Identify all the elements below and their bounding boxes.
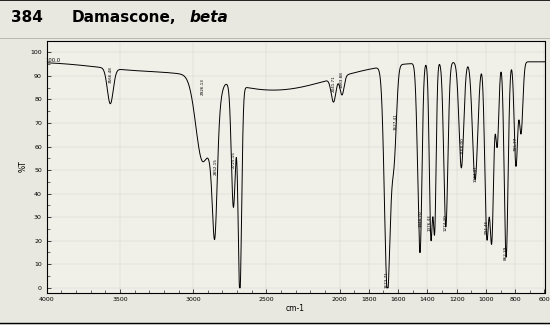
- Text: 2926.13: 2926.13: [201, 78, 205, 95]
- Text: 2725.15: 2725.15: [232, 151, 235, 168]
- X-axis label: cm-1: cm-1: [286, 304, 305, 313]
- Text: 100.0: 100.0: [45, 58, 60, 63]
- Text: 3566.48: 3566.48: [108, 66, 112, 83]
- Text: 994.46: 994.46: [485, 219, 489, 234]
- Y-axis label: %T: %T: [19, 161, 28, 173]
- Text: 1673.71: 1673.71: [384, 271, 388, 288]
- Text: 2041.71: 2041.71: [332, 76, 336, 92]
- Text: 384: 384: [11, 10, 43, 25]
- Text: beta: beta: [190, 10, 228, 25]
- Text: 2852.15: 2852.15: [214, 158, 218, 175]
- Text: 862.39: 862.39: [503, 245, 507, 260]
- Text: 1274.20: 1274.20: [444, 214, 448, 231]
- Text: 1074.47: 1074.47: [473, 165, 477, 182]
- Text: 1627.41: 1627.41: [394, 113, 398, 130]
- Text: 1448.70: 1448.70: [419, 210, 422, 227]
- Text: 1983.88: 1983.88: [340, 71, 344, 88]
- Text: 795.77: 795.77: [514, 137, 518, 151]
- Text: 1376.43: 1376.43: [428, 214, 432, 231]
- Text: 1168.00: 1168.00: [460, 137, 465, 154]
- Text: Damascone,: Damascone,: [72, 10, 176, 25]
